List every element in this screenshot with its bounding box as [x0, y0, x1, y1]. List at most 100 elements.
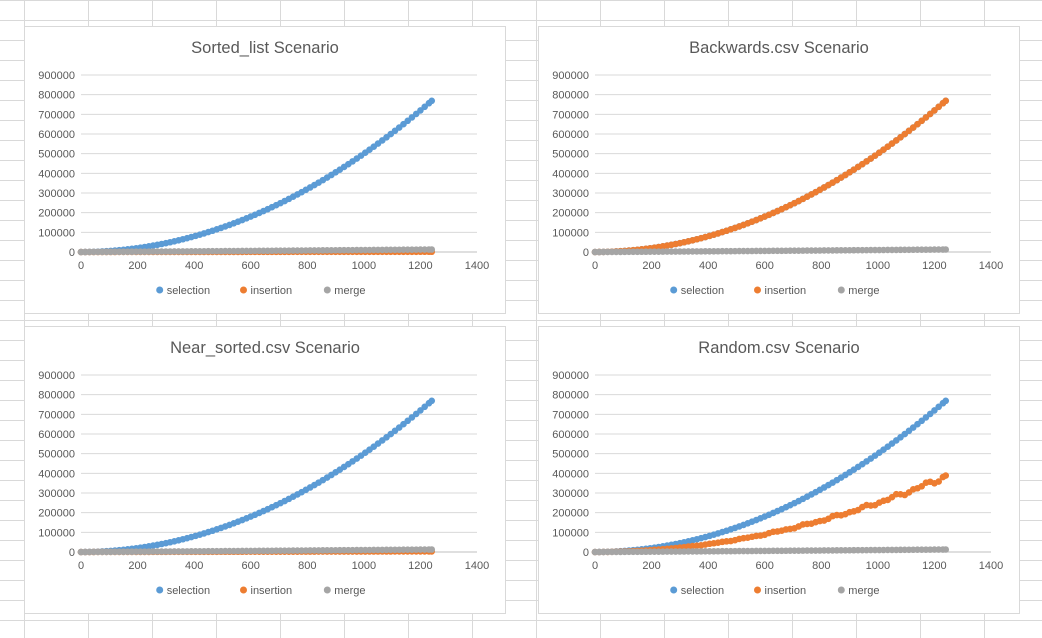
legend-label: insertion	[251, 585, 293, 597]
point-insertion	[942, 97, 950, 105]
legend-marker	[837, 586, 845, 594]
x-tick-label: 400	[185, 260, 203, 272]
legend-marker	[670, 286, 678, 294]
legend-item-selection[interactable]: selection	[670, 585, 724, 597]
x-tick-label: 1000	[352, 560, 376, 572]
point-insertion	[935, 478, 942, 485]
series-merge	[591, 546, 950, 556]
series-merge	[591, 246, 950, 256]
y-tick-label: 400000	[38, 468, 75, 480]
y-tick-label: 300000	[38, 488, 75, 500]
legend-marker	[240, 586, 247, 594]
legend-marker	[837, 286, 845, 294]
y-tick-label: 100000	[38, 527, 75, 539]
y-tick-label: 200000	[552, 208, 589, 220]
x-tick-label: 400	[699, 260, 717, 272]
legend-item-insertion[interactable]: insertion	[240, 585, 292, 597]
x-tick-label: 1000	[352, 260, 376, 272]
y-tick-label: 800000	[38, 90, 75, 102]
chart-title: Sorted_list Scenario	[191, 39, 339, 57]
legend-marker	[323, 286, 331, 294]
point-merge	[428, 546, 436, 553]
y-tick-label: 0	[69, 547, 75, 559]
legend-item-selection[interactable]: selection	[156, 285, 210, 297]
series-selection	[77, 97, 436, 256]
legend-label: selection	[167, 585, 210, 597]
y-tick-label: 500000	[38, 449, 75, 461]
y-tick-label: 600000	[38, 129, 75, 141]
point-selection	[428, 397, 436, 405]
legend-item-insertion[interactable]: insertion	[754, 585, 806, 597]
chart-sorted-list[interactable]: Sorted_list Scenario 0 100000 200000 300000 4…	[24, 26, 506, 314]
legend-label: insertion	[251, 285, 293, 297]
y-tick-label: 600000	[552, 429, 589, 441]
legend-item-selection[interactable]: selection	[670, 285, 724, 297]
y-tick-label: 900000	[552, 70, 589, 82]
chart-random[interactable]: Random.csv Scenario 0 100000 200000 300000 40…	[538, 326, 1020, 614]
series-merge	[77, 246, 436, 256]
x-tick-label: 400	[699, 560, 717, 572]
chart-near-sorted[interactable]: Near_sorted.csv Scenario 0 100000 200000 300…	[24, 326, 506, 614]
legend-label: merge	[848, 585, 879, 597]
y-tick-label: 300000	[552, 488, 589, 500]
x-tick-label: 800	[298, 560, 316, 572]
y-tick-label: 100000	[38, 227, 75, 239]
x-tick-label: 0	[78, 560, 84, 572]
chart-svg: Near_sorted.csv Scenario 0 100000 200000 300…	[38, 339, 489, 597]
x-tick-label: 1400	[465, 260, 489, 272]
chart-backwards[interactable]: Backwards.csv Scenario 0 100000 200000 30000…	[538, 26, 1020, 314]
y-tick-label: 500000	[552, 149, 589, 161]
y-tick-label: 500000	[38, 149, 75, 161]
point-selection	[428, 97, 436, 105]
x-tick-label: 800	[812, 560, 830, 572]
y-tick-label: 900000	[38, 70, 75, 82]
legend-item-merge[interactable]: merge	[323, 285, 366, 297]
chart-title: Backwards.csv Scenario	[689, 39, 869, 57]
legend-label: selection	[681, 285, 724, 297]
legend-label: merge	[334, 585, 365, 597]
y-tick-label: 200000	[38, 208, 75, 220]
chart-title: Random.csv Scenario	[698, 339, 859, 357]
point-insertion	[942, 472, 950, 479]
x-tick-label: 200	[128, 560, 146, 572]
x-tick-label: 0	[78, 260, 84, 272]
y-tick-label: 300000	[552, 188, 589, 200]
y-tick-label: 600000	[38, 429, 75, 441]
legend-item-merge[interactable]: merge	[837, 585, 880, 597]
legend-label: merge	[848, 285, 879, 297]
x-tick-label: 600	[242, 560, 260, 572]
x-tick-label: 1200	[408, 260, 432, 272]
legend-marker	[754, 586, 761, 594]
x-tick-label: 1200	[408, 560, 432, 572]
x-tick-label: 200	[642, 260, 660, 272]
x-tick-label: 1400	[979, 560, 1003, 572]
y-tick-label: 0	[583, 247, 589, 259]
y-tick-label: 600000	[552, 129, 589, 141]
x-tick-label: 0	[592, 560, 598, 572]
x-tick-label: 400	[185, 560, 203, 572]
series-merge	[77, 546, 436, 556]
y-tick-label: 700000	[552, 409, 589, 421]
legend-marker	[754, 286, 761, 294]
legend-label: insertion	[765, 285, 807, 297]
point-merge	[942, 546, 950, 553]
y-tick-label: 500000	[552, 449, 589, 461]
y-tick-label: 800000	[552, 90, 589, 102]
x-tick-label: 600	[756, 560, 774, 572]
y-tick-label: 400000	[552, 468, 589, 480]
y-tick-label: 400000	[552, 168, 589, 180]
legend-marker	[670, 586, 678, 594]
y-tick-label: 0	[583, 547, 589, 559]
x-tick-label: 200	[128, 260, 146, 272]
legend-item-insertion[interactable]: insertion	[754, 285, 806, 297]
y-tick-label: 100000	[552, 527, 589, 539]
y-tick-label: 700000	[38, 109, 75, 121]
x-tick-label: 800	[812, 260, 830, 272]
legend-item-merge[interactable]: merge	[323, 585, 366, 597]
legend-item-merge[interactable]: merge	[837, 285, 880, 297]
y-tick-label: 100000	[552, 227, 589, 239]
y-tick-label: 700000	[38, 409, 75, 421]
legend-item-insertion[interactable]: insertion	[240, 285, 292, 297]
x-tick-label: 1000	[866, 260, 890, 272]
legend-item-selection[interactable]: selection	[156, 585, 210, 597]
